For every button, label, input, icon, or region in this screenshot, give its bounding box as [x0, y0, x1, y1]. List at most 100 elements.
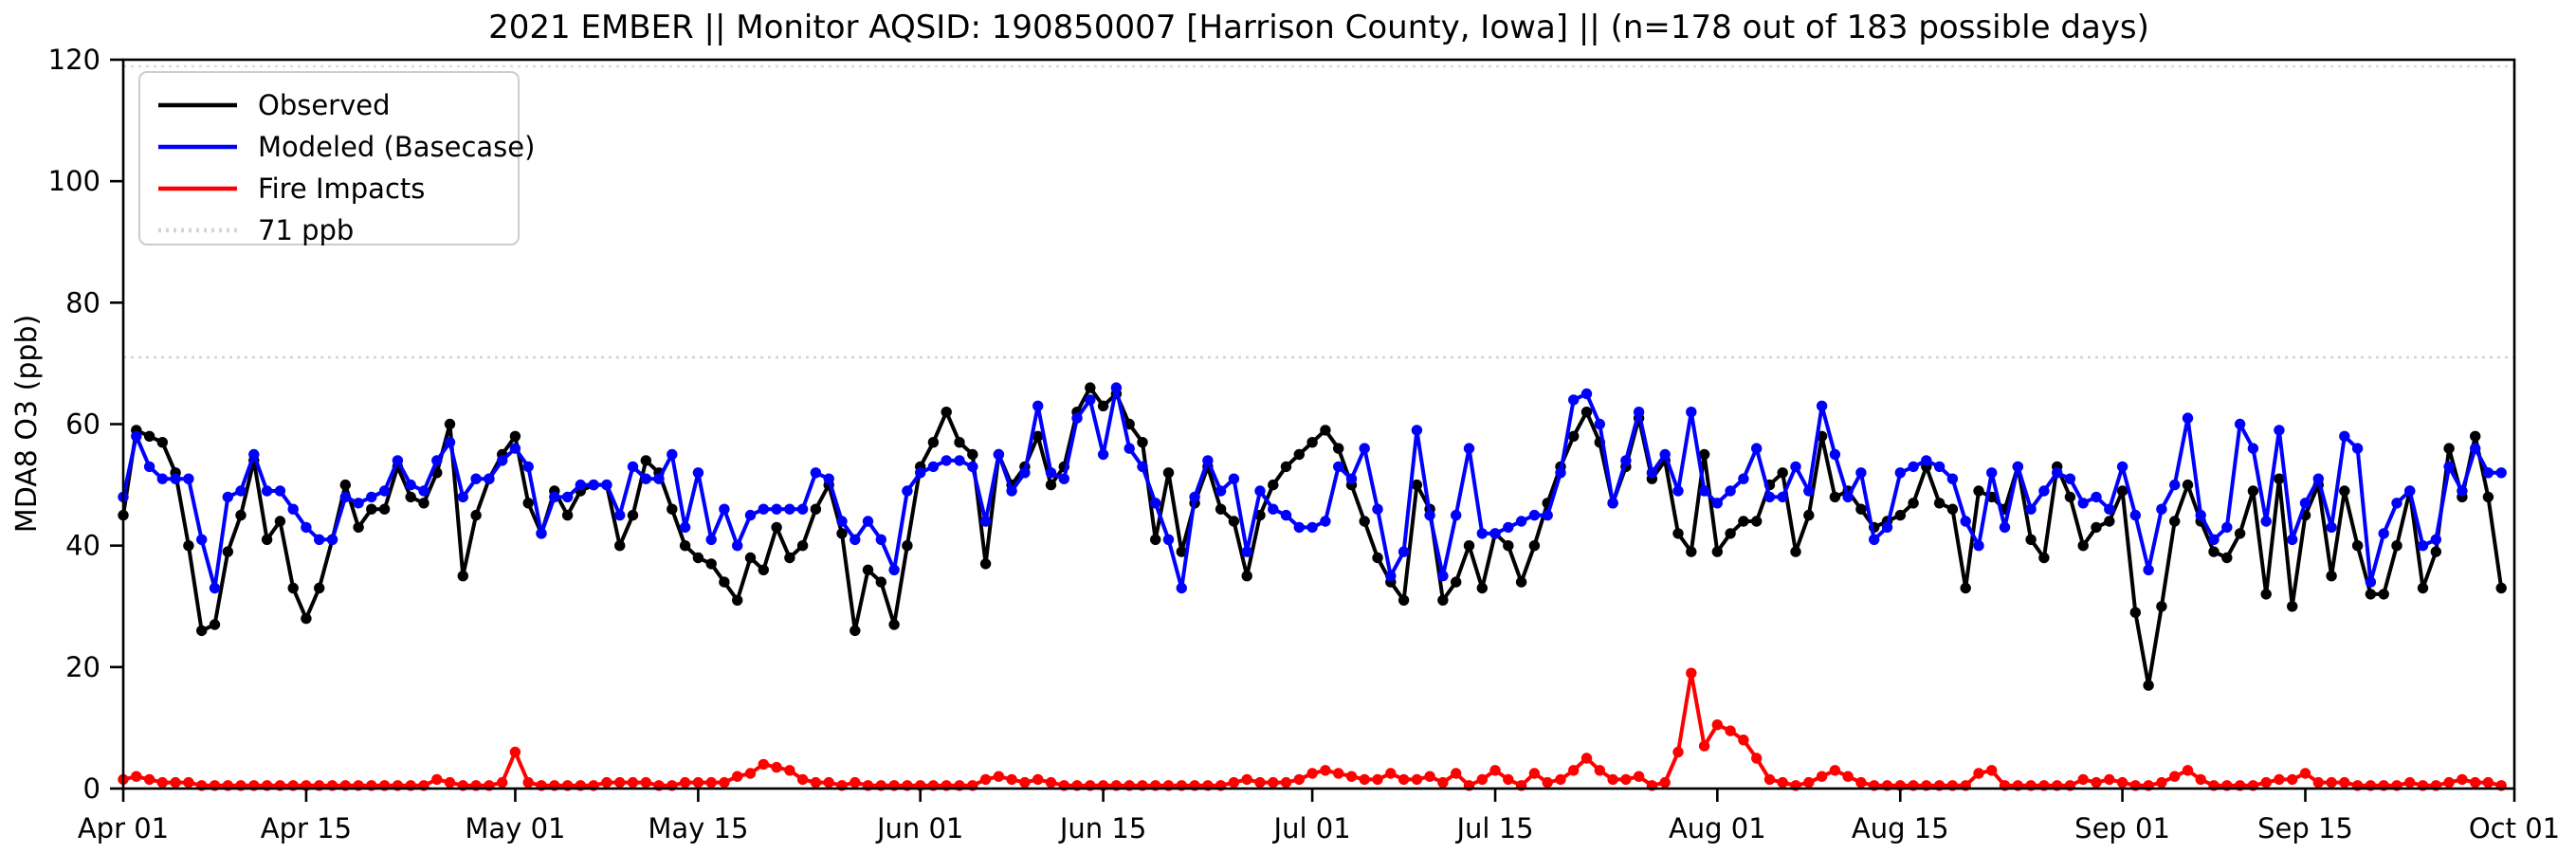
- fire-impacts-point: [1359, 773, 1370, 786]
- fire-impacts-point: [1489, 765, 1501, 776]
- observed-point: [378, 503, 391, 515]
- modeled-basecase-point: [353, 498, 364, 509]
- observed-point: [2495, 582, 2507, 594]
- x-tick-label: Apr 01: [78, 812, 169, 844]
- modeled-basecase-point: [1320, 516, 1331, 527]
- observed-point: [1124, 418, 1135, 430]
- observed-point: [2378, 589, 2389, 600]
- fire-impacts-point: [2091, 776, 2102, 789]
- modeled-basecase-point: [143, 461, 155, 473]
- modeled-basecase-point: [732, 540, 743, 552]
- observed-point: [1946, 503, 1959, 515]
- modeled-basecase-point: [431, 455, 443, 466]
- modeled-basecase-point: [561, 491, 574, 503]
- fire-impacts-point: [1555, 773, 1566, 786]
- observed-point: [2077, 540, 2089, 552]
- fire-impacts-point: [1424, 771, 1435, 782]
- observed-point: [235, 509, 247, 521]
- observed-point: [2156, 601, 2167, 612]
- data-series-layer: [118, 382, 2507, 791]
- x-tick-label: Sep 15: [2257, 812, 2353, 844]
- modeled-basecase-point: [993, 448, 1005, 461]
- modeled-basecase-point: [536, 528, 547, 539]
- observed-point: [183, 540, 194, 552]
- modeled-basecase-point: [1842, 491, 1854, 503]
- observed-point: [274, 516, 286, 527]
- modeled-basecase-point: [2339, 430, 2350, 442]
- fire-impacts-point: [1437, 776, 1449, 789]
- observed-point: [1803, 509, 1815, 521]
- modeled-basecase-point: [927, 461, 940, 473]
- observed-point: [1228, 516, 1240, 527]
- observed-point: [862, 564, 874, 575]
- observed-point: [2234, 528, 2246, 539]
- modeled-basecase-point: [1908, 461, 1919, 473]
- fire-impacts-point: [1672, 746, 1684, 758]
- observed-point: [979, 558, 992, 570]
- modeled-basecase-point: [1045, 467, 1057, 479]
- observed-point: [143, 430, 155, 442]
- observed-point: [1333, 443, 1344, 454]
- modeled-basecase-point: [719, 503, 730, 515]
- modeled-basecase-point: [2457, 485, 2468, 497]
- modeled-basecase-point: [941, 455, 952, 466]
- fire-impacts-point: [1280, 776, 1292, 789]
- modeled-basecase-point: [758, 503, 769, 515]
- modeled-basecase-point: [287, 503, 299, 515]
- modeled-basecase-point: [1568, 394, 1580, 406]
- modeled-basecase-point: [378, 485, 391, 497]
- modeled-basecase-point: [183, 473, 194, 484]
- modeled-basecase-point: [836, 516, 848, 527]
- fire-impacts-point: [2326, 776, 2337, 789]
- observed-point: [222, 546, 233, 557]
- legend-label-1: Observed: [258, 89, 391, 121]
- fire-impacts-point: [509, 746, 521, 758]
- observed-point: [196, 625, 208, 637]
- fire-impacts-point: [1659, 776, 1671, 789]
- modeled-basecase-point: [692, 467, 704, 479]
- fire-impacts-point: [1855, 776, 1867, 789]
- observed-point: [418, 498, 429, 509]
- modeled-basecase-point: [1777, 491, 1788, 503]
- observed-point: [875, 576, 886, 588]
- modeled-basecase-point: [2143, 564, 2154, 575]
- fire-impacts-point: [1568, 765, 1580, 776]
- x-tick-label: Oct 01: [2469, 812, 2560, 844]
- fire-impacts-point: [1594, 765, 1606, 776]
- modeled-basecase-point: [979, 516, 992, 527]
- fire-impacts-point: [1045, 776, 1057, 789]
- modeled-basecase-point: [2208, 534, 2220, 545]
- observed-point: [2169, 516, 2181, 527]
- modeled-basecase-point: [1921, 455, 1932, 466]
- observed-point: [1528, 540, 1541, 552]
- modeled-basecase-point: [1711, 498, 1724, 509]
- fire-impacts-point: [1268, 776, 1279, 789]
- fire-impacts-point: [1751, 753, 1763, 764]
- modeled-basecase-point: [810, 467, 822, 479]
- fire-impacts-point: [143, 773, 155, 786]
- modeled-basecase-point: [2116, 461, 2128, 473]
- modeled-basecase-point: [2274, 425, 2285, 436]
- modeled-basecase-point: [2365, 576, 2377, 588]
- fire-impacts-point: [1032, 773, 1044, 786]
- modeled-basecase-point: [1437, 571, 1449, 582]
- fire-impacts-point: [719, 776, 730, 789]
- modeled-basecase-point: [1594, 418, 1606, 430]
- observed-point: [1686, 546, 1697, 557]
- modeled-basecase-point: [1424, 509, 1435, 521]
- observed-point: [1580, 407, 1593, 418]
- fire-impacts-point: [1398, 773, 1410, 786]
- observed-point: [1777, 467, 1788, 479]
- fire-impacts-markers: [118, 667, 2507, 791]
- modeled-basecase-point: [1345, 473, 1358, 484]
- fire-impacts-point: [2077, 773, 2089, 786]
- observed-point: [1293, 448, 1306, 461]
- y-tick-label: 20: [65, 651, 100, 683]
- modeled-basecase-point: [875, 534, 886, 545]
- observed-point: [1672, 528, 1684, 539]
- modeled-basecase-point: [888, 564, 900, 575]
- fire-impacts-point: [2195, 773, 2206, 786]
- observed-point: [2260, 589, 2272, 600]
- observed-point: [2208, 546, 2220, 557]
- modeled-basecase-point: [1946, 473, 1959, 484]
